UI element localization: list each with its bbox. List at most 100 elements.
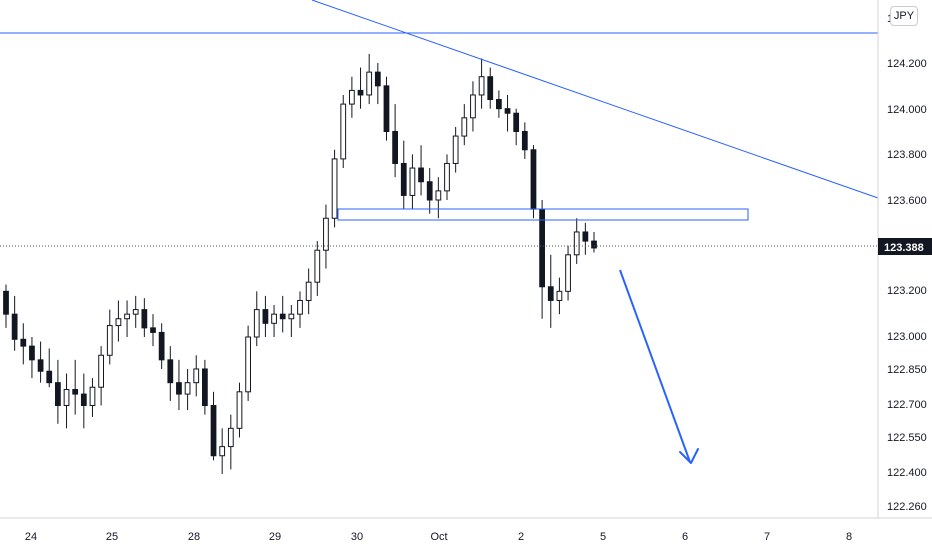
candle bbox=[418, 145, 424, 196]
candle bbox=[513, 108, 520, 146]
candle bbox=[150, 314, 156, 347]
candle bbox=[210, 391, 217, 461]
time-tick-label: Oct bbox=[430, 531, 447, 543]
candle bbox=[236, 382, 243, 438]
candle bbox=[409, 154, 416, 210]
currency-button[interactable]: JPY bbox=[890, 6, 918, 26]
time-tick-label: 29 bbox=[269, 531, 281, 543]
candle bbox=[305, 268, 312, 315]
candle bbox=[288, 305, 295, 337]
candlestick-series bbox=[3, 53, 597, 474]
candle bbox=[55, 359, 61, 424]
time-tick-label: 7 bbox=[764, 531, 770, 543]
candle bbox=[521, 122, 528, 159]
candle bbox=[20, 323, 27, 365]
candle bbox=[444, 154, 450, 200]
candle bbox=[245, 325, 251, 401]
candle bbox=[504, 94, 511, 132]
candle bbox=[176, 359, 182, 411]
candle bbox=[202, 359, 208, 415]
candle bbox=[124, 300, 130, 337]
candle bbox=[591, 231, 597, 253]
candle bbox=[461, 104, 468, 146]
candle bbox=[29, 337, 35, 379]
time-axis-ticks: 24 25 28 29 30 Oct 2 5 6 7 8 bbox=[25, 531, 852, 543]
candle bbox=[383, 76, 390, 141]
candle bbox=[227, 414, 234, 470]
price-tick-label: 123.000 bbox=[887, 331, 927, 343]
candle bbox=[435, 177, 442, 219]
candle bbox=[496, 90, 502, 118]
candle bbox=[115, 300, 122, 342]
candle bbox=[547, 254, 554, 328]
time-tick-label: 24 bbox=[25, 531, 37, 543]
price-tick-label: 122.400 bbox=[887, 467, 927, 479]
price-axis-ticks: 124.200 124.000 123.800 123.600 123.200 123.0… bbox=[887, 58, 927, 513]
candle bbox=[478, 58, 485, 109]
candle bbox=[530, 145, 537, 219]
price-tick-label: 122.260 bbox=[887, 501, 927, 513]
bearish-projection-arrow[interactable] bbox=[619, 269, 699, 464]
candle bbox=[158, 323, 165, 369]
candle bbox=[426, 168, 433, 214]
candle bbox=[452, 126, 459, 173]
candle bbox=[193, 355, 200, 397]
candle bbox=[271, 305, 277, 337]
time-tick-label: 25 bbox=[106, 531, 118, 543]
candle bbox=[573, 218, 580, 264]
price-tick-label: 123.600 bbox=[887, 195, 927, 207]
candle bbox=[141, 298, 148, 337]
candle bbox=[470, 81, 476, 132]
time-tick-label: 5 bbox=[600, 531, 606, 543]
candle bbox=[219, 428, 226, 474]
candle bbox=[262, 295, 269, 337]
candle bbox=[46, 348, 53, 388]
price-tick-label: 122.850 bbox=[887, 364, 927, 376]
candle bbox=[89, 378, 96, 417]
candle bbox=[297, 291, 303, 328]
candle bbox=[565, 245, 571, 301]
candle bbox=[37, 341, 44, 383]
price-tick-label: 123.800 bbox=[887, 149, 927, 161]
candle bbox=[314, 241, 321, 296]
candle bbox=[132, 295, 139, 328]
candle bbox=[366, 53, 373, 105]
candle bbox=[184, 368, 191, 411]
candle bbox=[11, 295, 18, 351]
candle bbox=[253, 291, 260, 347]
candle bbox=[106, 309, 113, 365]
candle bbox=[72, 359, 79, 415]
time-tick-label: 30 bbox=[351, 531, 363, 543]
candle bbox=[374, 63, 381, 105]
price-tick-label: 124.000 bbox=[887, 104, 927, 116]
candle bbox=[400, 140, 407, 210]
time-tick-label: 2 bbox=[518, 531, 524, 543]
candle bbox=[279, 295, 286, 333]
time-tick-label: 8 bbox=[846, 531, 852, 543]
candle bbox=[331, 149, 338, 228]
candle bbox=[582, 222, 589, 255]
current-price-label: 123.388 bbox=[884, 242, 924, 254]
candle bbox=[392, 104, 398, 178]
candle bbox=[357, 67, 364, 109]
price-tick-label: 122.550 bbox=[887, 432, 927, 444]
descending-trendline[interactable] bbox=[311, 0, 879, 199]
candle bbox=[539, 200, 545, 319]
current-price-badge: 123.388 bbox=[878, 238, 932, 255]
candle bbox=[556, 277, 563, 315]
support-zone-rectangle[interactable] bbox=[337, 208, 749, 221]
price-tick-label: 124.200 bbox=[887, 58, 927, 70]
candle bbox=[167, 346, 174, 401]
candle bbox=[323, 204, 329, 269]
candle bbox=[349, 76, 355, 118]
candle bbox=[80, 373, 87, 429]
time-tick-label: 28 bbox=[188, 531, 200, 543]
candle bbox=[487, 67, 494, 109]
time-tick-label: 6 bbox=[682, 531, 688, 543]
candle bbox=[63, 373, 70, 429]
price-tick-label: 122.700 bbox=[887, 399, 927, 411]
price-tick-label: 123.200 bbox=[887, 285, 927, 297]
chart-drawings bbox=[0, 0, 879, 464]
